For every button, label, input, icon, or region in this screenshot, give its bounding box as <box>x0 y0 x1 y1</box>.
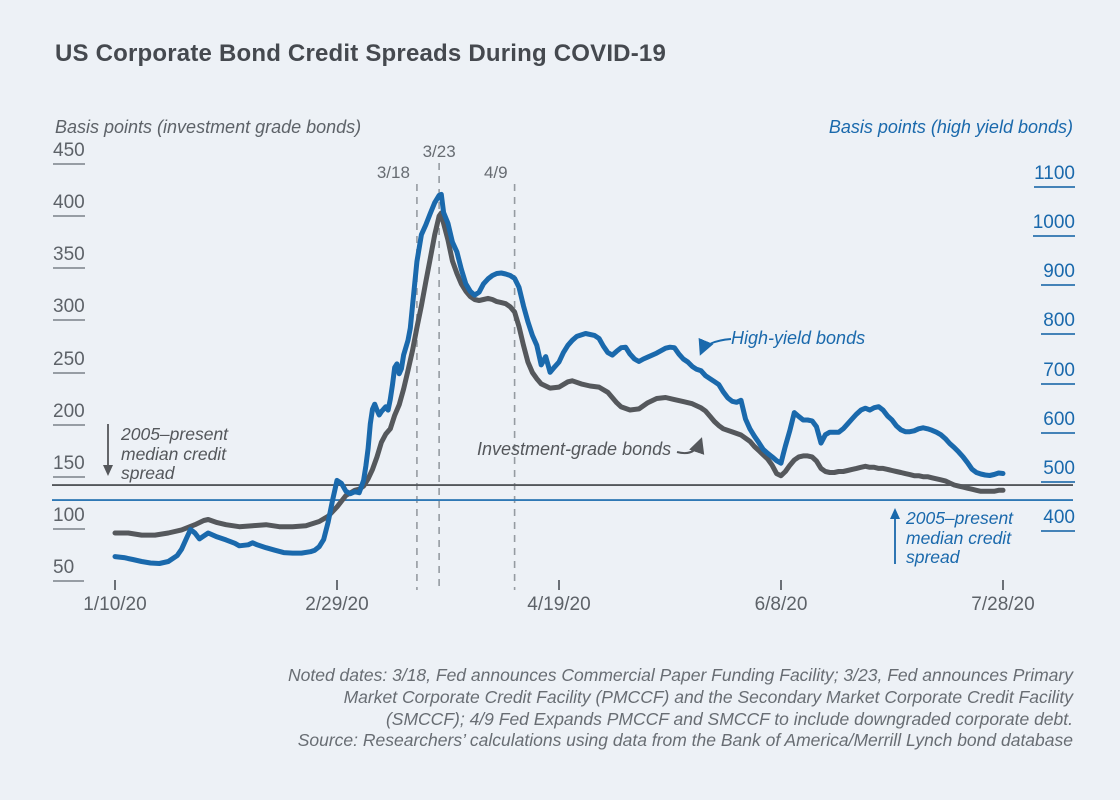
investment-grade-series-label: Investment-grade bonds <box>477 439 672 459</box>
annotation-line: median credit <box>906 527 1012 548</box>
x-axis-tick: 7/28/20 <box>971 594 1035 615</box>
event-dashed-lines <box>416 163 516 590</box>
left-axis-tick: 100 <box>53 505 85 530</box>
right-axis-tick: 500 <box>1041 458 1075 483</box>
series-lines <box>112 191 1006 566</box>
right-axis-tick: 700 <box>1041 360 1075 385</box>
left-axis-tick: 350 <box>53 245 85 270</box>
right-axis-tick: 1000 <box>1032 213 1075 238</box>
high-yield-series-label: High-yield bonds <box>731 328 866 348</box>
right-axis-label: Basis points (high yield bonds) <box>828 117 1073 137</box>
right-axis-tick: 800 <box>1041 311 1075 336</box>
event-label: 3/23 <box>422 142 456 161</box>
note-line: (SMCCF); 4/9 Fed Expands PMCCF and SMCCF… <box>385 708 1073 729</box>
figure-notes: Noted dates: 3/18, Fed announces Commerc… <box>233 665 1073 752</box>
median-lines <box>52 484 1073 501</box>
left-axis-tick: 450 <box>53 141 85 165</box>
chart-title: US Corporate Bond Credit Spreads During … <box>55 40 667 67</box>
note-line: Source: Researchers’ calculations using … <box>297 730 1073 751</box>
x-axis-tick: 2/29/20 <box>305 594 369 615</box>
event-label: 3/18 <box>376 163 410 182</box>
x-axis-tick: 4/19/20 <box>527 594 591 615</box>
high-yield-callout-arrow-icon <box>698 337 732 356</box>
right-axis-tick: 600 <box>1041 409 1075 434</box>
right-axis-tick: 900 <box>1041 262 1075 287</box>
left-axis-tick: 250 <box>53 349 85 374</box>
x-axis-tick-marks <box>114 580 1004 590</box>
right-median-annotation: 2005–present median credit spread <box>906 508 1014 568</box>
left-median-arrow-icon <box>103 424 113 476</box>
annotation-line: spread <box>906 547 960 567</box>
left-axis-tick: 50 <box>53 558 84 582</box>
note-line: Noted dates: 3/18, Fed announces Commerc… <box>288 665 1073 685</box>
right-median-arrow-icon <box>890 508 900 564</box>
annotation-line: 2005–present <box>121 424 229 444</box>
right-axis-tick: 1100 <box>1034 164 1075 188</box>
left-axis-label: Basis points (investment grade bonds) <box>55 117 362 137</box>
x-axis-tick: 6/8/20 <box>754 594 808 615</box>
left-axis-tick: 200 <box>53 401 85 426</box>
annotation-line: 2005–present <box>906 508 1014 528</box>
annotation-line: median credit <box>121 443 227 464</box>
x-axis-tick: 1/10/20 <box>83 594 147 615</box>
left-axis-tick: 150 <box>53 453 85 478</box>
investment-grade-callout-arrow-icon <box>676 437 705 455</box>
left-median-annotation: 2005–present median credit spread <box>121 424 229 484</box>
left-axis-tick: 300 <box>53 297 85 322</box>
note-line: Market Corporate Credit Facility (PMCCF)… <box>343 686 1073 707</box>
right-axis-tick: 400 <box>1041 508 1075 532</box>
annotation-line: spread <box>121 463 175 483</box>
event-label: 4/9 <box>483 163 508 182</box>
left-axis-tick: 400 <box>53 193 85 218</box>
